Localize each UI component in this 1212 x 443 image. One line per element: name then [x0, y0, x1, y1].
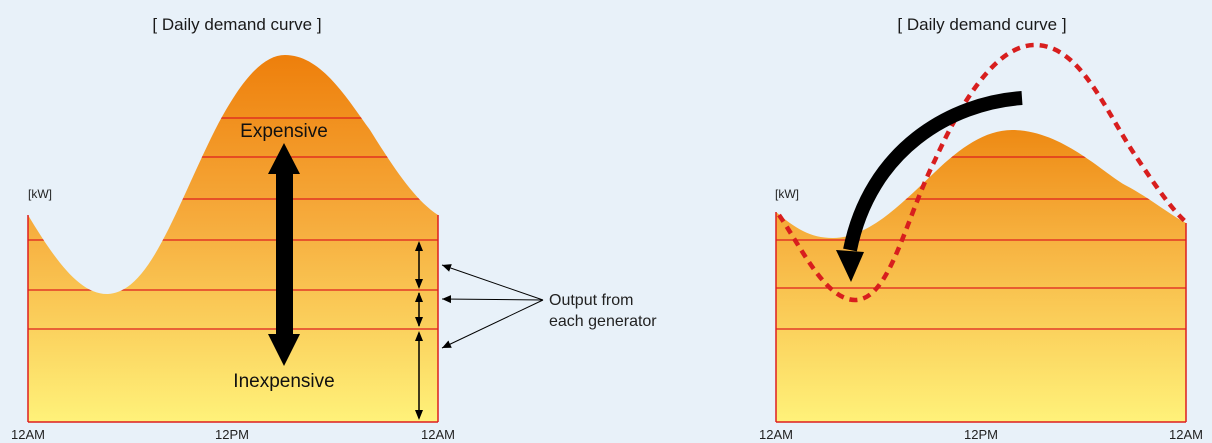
- generator-output-arrows: [415, 241, 423, 420]
- cost-double-arrow: [268, 143, 300, 366]
- pointer-line: [441, 299, 544, 349]
- left-demand-area: [28, 55, 438, 422]
- right-demand-area: [776, 130, 1186, 422]
- tick-label: 12AM: [1169, 427, 1203, 442]
- generator-annotation: Output from each generator: [441, 264, 657, 349]
- left-panel: [ Daily demand curve ] [kW] Expensive In…: [11, 15, 455, 442]
- tick-label: 12AM: [11, 427, 45, 442]
- left-panel-title: [ Daily demand curve ]: [152, 15, 321, 34]
- right-panel: [ Daily demand curve ] [kW] 12AM 12PM 12…: [759, 15, 1203, 442]
- peak-shift-arrow: [836, 91, 1023, 282]
- tick-label: 12PM: [964, 427, 998, 442]
- right-panel-title: [ Daily demand curve ]: [897, 15, 1066, 34]
- tick-label: 12AM: [759, 427, 793, 442]
- right-panel-unit-label: [kW]: [775, 187, 799, 201]
- original-demand-dashed-curve: [777, 42, 1188, 303]
- right-x-axis-ticks: 12AM 12PM 12AM: [759, 427, 1203, 442]
- annotation-line-2: each generator: [549, 313, 657, 330]
- pointer-line: [441, 295, 544, 304]
- tick-label: 12AM: [421, 427, 455, 442]
- pointer-line: [441, 264, 544, 301]
- left-panel-unit-label: [kW]: [28, 187, 52, 201]
- tick-label: 12PM: [215, 427, 249, 442]
- label-inexpensive: Inexpensive: [233, 371, 334, 392]
- annotation-line-1: Output from: [549, 292, 633, 309]
- label-expensive: Expensive: [240, 121, 328, 142]
- left-x-axis-ticks: 12AM 12PM 12AM: [11, 427, 455, 442]
